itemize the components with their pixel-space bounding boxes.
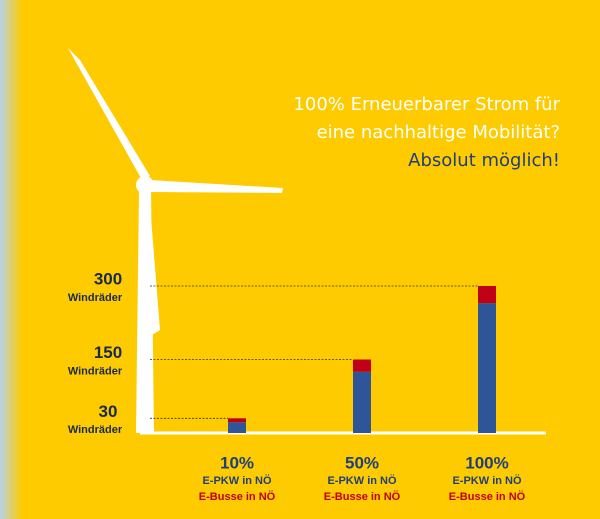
series-label: E-PKW in NÖ (327, 474, 396, 487)
series-label: E-Busse in NÖ (449, 490, 526, 503)
series-label: E-PKW in NÖ (202, 474, 271, 487)
series-label: E-Busse in NÖ (324, 490, 401, 503)
y-tick-sublabel: Windräder (68, 424, 123, 436)
x-tick-label: 50% (345, 453, 379, 472)
bar-segment (228, 418, 246, 422)
series-label: E-PKW in NÖ (452, 474, 521, 487)
sky-edge (0, 0, 22, 519)
chart-title: 100% Erneuerbarer Strom für (293, 94, 560, 115)
x-tick-label: 10% (220, 453, 254, 472)
bar-segment (353, 372, 371, 433)
series-label: E-Busse in NÖ (199, 490, 276, 503)
bar-segment (353, 360, 371, 372)
y-tick-label: 300 (94, 269, 122, 288)
y-tick-label: 150 (94, 343, 122, 362)
bar-segment (478, 303, 496, 433)
chart-title: Absolut möglich! (408, 150, 560, 171)
y-tick-sublabel: Windräder (68, 292, 123, 304)
x-tick-label: 100% (465, 453, 508, 472)
chart-title: eine nachhaltige Mobilität? (317, 122, 560, 143)
chart: 100% Erneuerbarer Strom für eine nachhalt… (0, 0, 600, 519)
y-tick-label: 30 (99, 402, 118, 421)
bar-segment (228, 422, 246, 433)
y-tick-sublabel: Windräder (68, 365, 123, 377)
bar-segment (478, 286, 496, 303)
